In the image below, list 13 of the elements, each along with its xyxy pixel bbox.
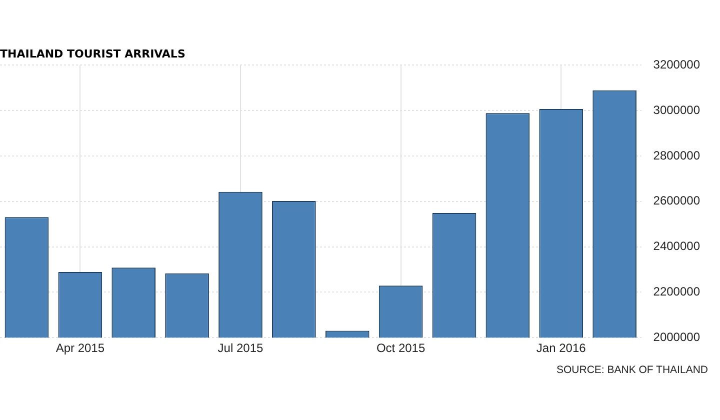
y-tick-label: 3200000 — [653, 58, 700, 72]
y-tick-label: 2400000 — [653, 239, 700, 254]
x-tick-label: Jan 2016 — [536, 341, 586, 356]
x-tick-label: Apr 2015 — [56, 341, 105, 356]
y-tick-label: 2200000 — [653, 284, 700, 299]
chart-title: THAILAND TOURIST ARRIVALS — [0, 47, 186, 60]
y-tick-label: 2000000 — [653, 330, 700, 344]
y-tick-label: 2800000 — [653, 148, 700, 162]
x-tick-label: Jul 2015 — [218, 341, 264, 356]
source-note: SOURCE: BANK OF THAILAND — [556, 364, 708, 376]
y-tick-label: 3000000 — [653, 102, 700, 117]
x-tick-label: Oct 2015 — [376, 341, 426, 356]
y-tick-label: 2600000 — [653, 194, 700, 208]
